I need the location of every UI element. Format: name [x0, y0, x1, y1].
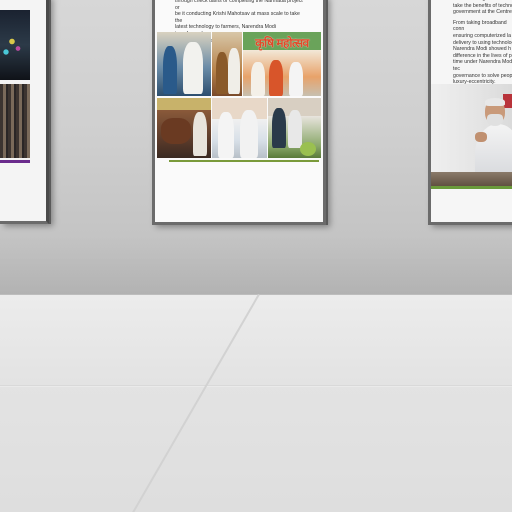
- portrait-desk: [431, 172, 512, 188]
- panel-body-text: He also brought in s take the benefits o…: [453, 0, 512, 86]
- photo-farmers-group: [212, 32, 242, 96]
- panel-accent-bar: [0, 160, 30, 163]
- portrait-hand: [475, 132, 487, 142]
- panel-accent-bar: [431, 186, 512, 189]
- exhibit-panel-left[interactable]: [0, 0, 49, 224]
- crowd-hall-photo: [0, 84, 30, 158]
- portrait-beard: [487, 114, 503, 126]
- body-line: Narendra Modi showed h: [453, 46, 511, 53]
- exhibit-panel-center[interactable]: through check dams or completing the Nar…: [152, 0, 326, 225]
- body-line: take the benefits of technolo: [453, 2, 512, 9]
- background-red-panel: [503, 94, 512, 108]
- caption-line: be it conducting Krishi Mahotsav at mass…: [175, 11, 300, 24]
- body-line: ensuring computerized la: [453, 32, 511, 39]
- gallery-floor[interactable]: [0, 294, 512, 512]
- wall-shadow: [0, 235, 512, 295]
- portrait-photo: [431, 84, 512, 188]
- body-line: governance to solve people: [453, 72, 512, 79]
- body-line: luxury-eccentricity.: [453, 79, 496, 86]
- portrait-hair: [485, 98, 505, 106]
- exhibit-panel-right[interactable]: He also brought in s take the benefits o…: [428, 0, 512, 225]
- photo-cattle: [157, 98, 211, 158]
- krishi-mahotsav-collage: कृषि महोत्सव: [157, 32, 321, 160]
- panel-accent-bar: [169, 160, 319, 162]
- body-line: government at the Centre.: [453, 9, 512, 16]
- night-illumination-photo: [0, 10, 30, 80]
- floor-tile-line: [0, 385, 512, 387]
- photo-krishi-mahotsav-banner: कृषि महोत्सव: [243, 32, 321, 96]
- body-line: time under Narendra Modi, tec: [453, 59, 512, 72]
- photo-certificate-presentation: [157, 32, 211, 96]
- banner-text: कृषि महोत्सव: [255, 36, 309, 50]
- body-line: delivery to using technolog: [453, 39, 512, 46]
- body-line: From taking broadband conn: [453, 19, 507, 33]
- body-line: difference in the lives of peo: [453, 52, 512, 59]
- body-line: He also brought in s: [453, 0, 512, 3]
- caption-line: through check dams or completing the Nar…: [175, 0, 303, 11]
- photo-award-handover: [212, 98, 267, 158]
- photo-produce-display: [268, 98, 321, 158]
